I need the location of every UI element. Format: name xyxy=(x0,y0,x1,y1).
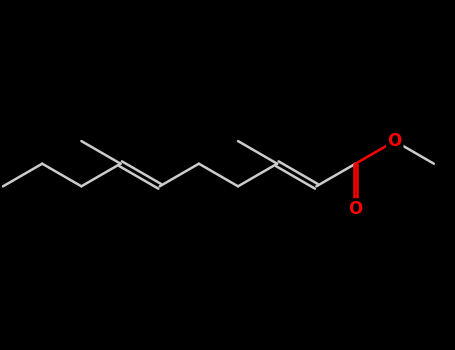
Text: O: O xyxy=(349,200,363,218)
Text: O: O xyxy=(388,132,402,150)
